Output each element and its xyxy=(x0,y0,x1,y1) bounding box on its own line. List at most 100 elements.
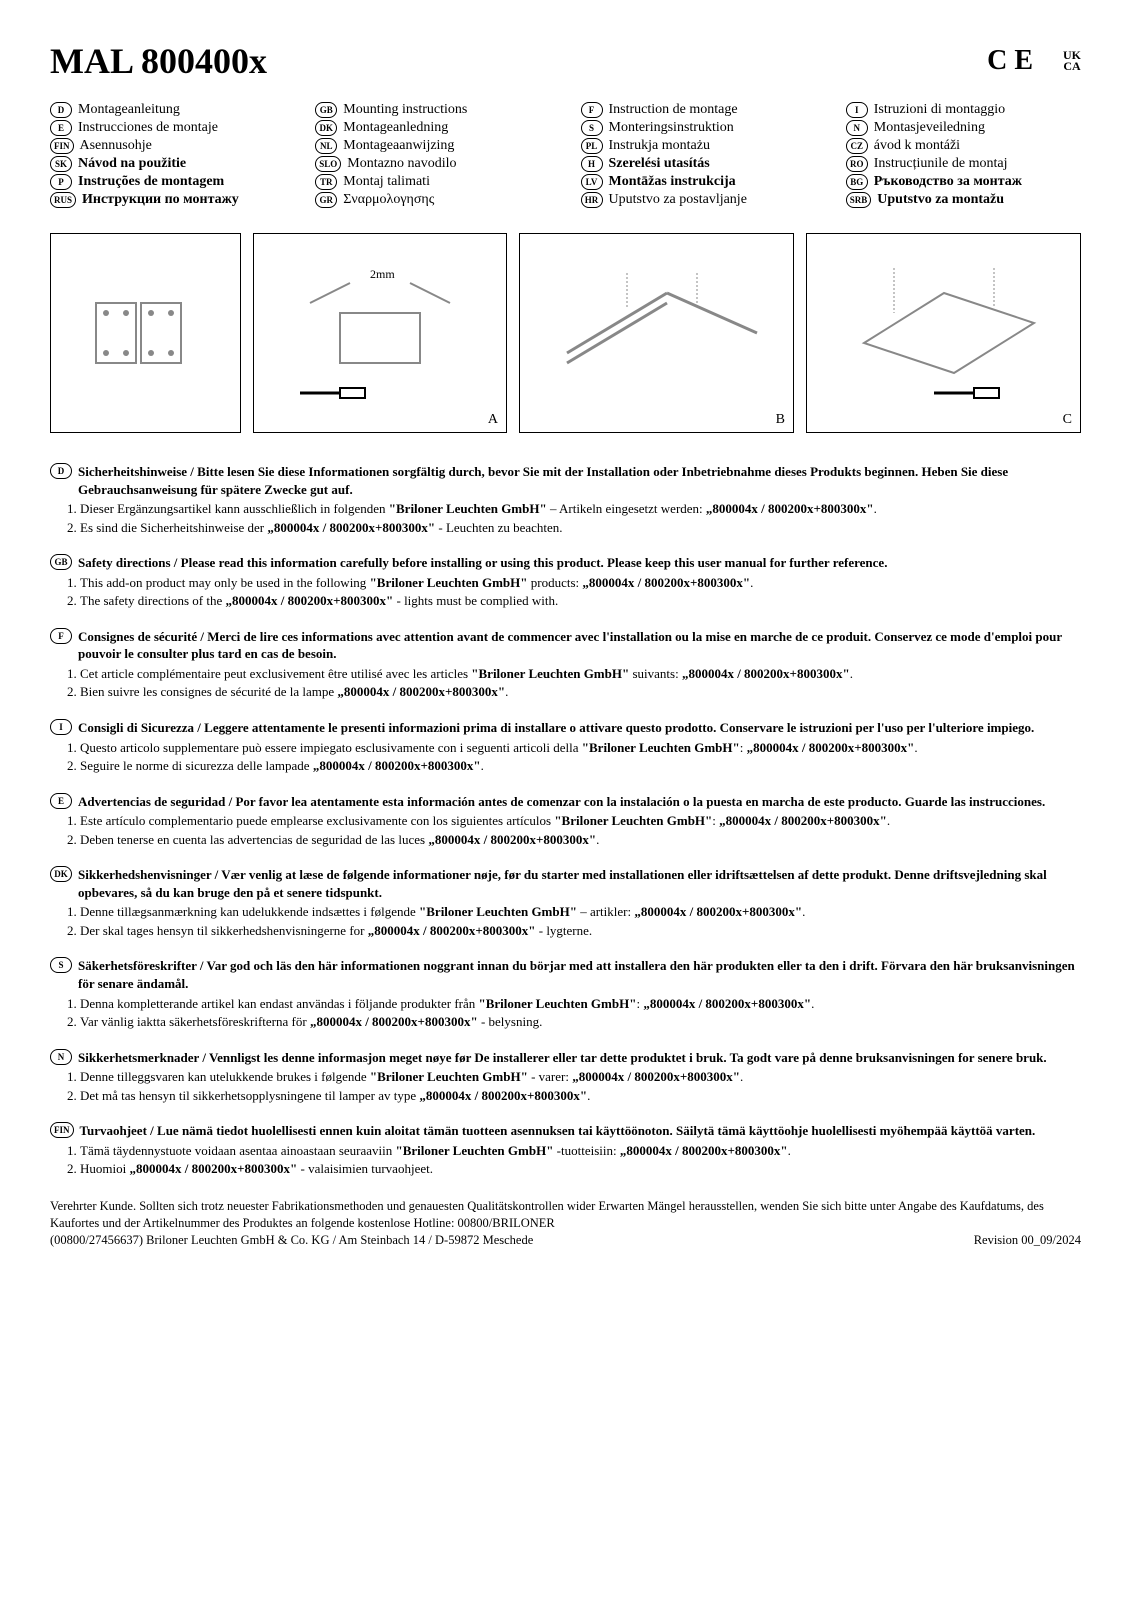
safety-heading: Safety directions / Please read this inf… xyxy=(78,555,887,570)
hinge-icon xyxy=(86,273,206,393)
lang-code-badge: GB xyxy=(315,102,337,118)
lang-label: Instrucțiunile de montaj xyxy=(874,156,1008,172)
ce-mark: C E xyxy=(987,45,1033,77)
language-item: DK Montageanledning xyxy=(315,120,550,136)
lang-code-badge: SRB xyxy=(846,192,872,208)
lang-code-badge: I xyxy=(846,102,868,118)
lang-code-badge: TR xyxy=(315,174,337,190)
safety-section: GBSafety directions / Please read this i… xyxy=(50,554,1081,610)
language-item: NLMontageaanwijzing xyxy=(315,138,550,154)
lang-label: Instruções de montagem xyxy=(78,174,224,190)
rail-icon xyxy=(547,253,767,413)
language-item: I Istruzioni di montaggio xyxy=(846,102,1081,118)
safety-heading: Sikkerhetsmerknader / Vennligst les denn… xyxy=(78,1050,1047,1065)
safety-item: Var vänlig iaktta säkerhetsföreskriftern… xyxy=(80,1013,1081,1031)
language-list: DMontageanleitung GB Mounting instructions… xyxy=(50,102,1081,208)
language-item: NMontasjeveiledning xyxy=(846,120,1081,136)
lang-code-badge: FIN xyxy=(50,1122,74,1138)
lang-code-badge: E xyxy=(50,120,72,136)
diagram-label-a: A xyxy=(488,412,498,428)
lang-label: Návod na použitie xyxy=(78,156,186,172)
safety-list: Dieser Ergänzungsartikel kann ausschließ… xyxy=(80,500,1081,536)
safety-item: The safety directions of the „800004x / … xyxy=(80,592,1081,610)
lang-code-badge: LV xyxy=(581,174,603,190)
language-item: FInstruction de montage xyxy=(581,102,816,118)
safety-list: Este artículo complementario puede emple… xyxy=(80,812,1081,848)
svg-text:2mm: 2mm xyxy=(370,267,395,281)
safety-item: Seguire le norme di sicurezza delle lamp… xyxy=(80,757,1081,775)
safety-list: Tämä täydennystuote voidaan asentaa aino… xyxy=(80,1142,1081,1178)
language-item: CZávod k montáži xyxy=(846,138,1081,154)
lang-code-badge: D xyxy=(50,463,72,479)
diagram-c: B xyxy=(519,233,794,433)
safety-list: This add-on product may only be used in … xyxy=(80,574,1081,610)
footer-text-2: (00800/27456637) Briloner Leuchten GmbH … xyxy=(50,1232,533,1249)
safety-list: Denne tillægsanmærkning kan udelukkende … xyxy=(80,903,1081,939)
lang-code-badge: SK xyxy=(50,156,72,172)
safety-item: Denne tilleggsvaren kan utelukkende bruk… xyxy=(80,1068,1081,1086)
safety-item: Deben tenerse en cuenta las advertencias… xyxy=(80,831,1081,849)
lang-code-badge: DK xyxy=(50,866,72,882)
diagram-label-b: B xyxy=(776,412,785,428)
safety-item: Huomioi „800004x / 800200x+800300x" - va… xyxy=(80,1160,1081,1178)
lang-code-badge: SLO xyxy=(315,156,341,172)
lang-code-badge: E xyxy=(50,793,72,809)
safety-section: DSicherheitshinweise / Bitte lesen Sie d… xyxy=(50,463,1081,536)
language-item: SK Návod na použitie xyxy=(50,156,285,172)
lang-label: Ръководство за монтаж xyxy=(874,174,1022,190)
lang-code-badge: S xyxy=(581,120,603,136)
safety-list: Denna kompletterande artikel kan endast … xyxy=(80,995,1081,1031)
lang-code-badge: N xyxy=(50,1049,72,1065)
lang-label: Instrukja montażu xyxy=(609,138,710,154)
lang-code-badge: BG xyxy=(846,174,868,190)
safety-section: SSäkerhetsföreskrifter / Var god och läs… xyxy=(50,957,1081,1030)
ukca-mark: UK CA xyxy=(1063,50,1081,72)
diagram-row: 2mm A B C xyxy=(50,233,1081,433)
safety-item: Es sind die Sicherheitshinweise der „800… xyxy=(80,519,1081,537)
lang-label: Mounting instructions xyxy=(343,102,467,118)
lang-code-badge: RO xyxy=(846,156,868,172)
language-item: RUSИнструкции по монтажу xyxy=(50,192,285,208)
language-item: DMontageanleitung xyxy=(50,102,285,118)
language-item: SMonteringsinstruktion xyxy=(581,120,816,136)
language-item: HSzerelési utasítás xyxy=(581,156,816,172)
lang-label: Montageanledning xyxy=(343,120,448,136)
certification-marks: C E UK CA xyxy=(987,45,1081,77)
lang-label: Asennusohje xyxy=(80,138,152,154)
safety-section: E Advertencias de seguridad / Por favor l… xyxy=(50,793,1081,849)
language-item: TRMontaj talimati xyxy=(315,174,550,190)
header: MAL 800400x C E UK CA xyxy=(50,40,1081,82)
language-item: SLO Montazno navodilo xyxy=(315,156,550,172)
lang-code-badge: S xyxy=(50,957,72,973)
safety-sections: DSicherheitshinweise / Bitte lesen Sie d… xyxy=(50,463,1081,1178)
diagram-label-c: C xyxy=(1063,412,1072,428)
footer: Verehrter Kunde. Sollten sich trotz neue… xyxy=(50,1198,1081,1249)
language-item: GB Mounting instructions xyxy=(315,102,550,118)
lang-label: Montageanleitung xyxy=(78,102,180,118)
safety-section: FConsignes de sécurité / Merci de lire c… xyxy=(50,628,1081,701)
safety-section: IConsigli di Sicurezza / Leggere attenta… xyxy=(50,719,1081,775)
language-item: EInstrucciones de montaje xyxy=(50,120,285,136)
lang-code-badge: FIN xyxy=(50,138,74,154)
lang-label: Montageaanwijzing xyxy=(343,138,454,154)
lang-code-badge: N xyxy=(846,120,868,136)
safety-item: Este artículo complementario puede emple… xyxy=(80,812,1081,830)
diagram-b: 2mm A xyxy=(253,233,507,433)
safety-heading: Turvaohjeet / Lue nämä tiedot huolellise… xyxy=(80,1123,1036,1138)
safety-item: This add-on product may only be used in … xyxy=(80,574,1081,592)
footer-revision: Revision 00_09/2024 xyxy=(974,1232,1081,1249)
diagram-a xyxy=(50,233,241,433)
lang-label: Istruzioni di montaggio xyxy=(874,102,1005,118)
safety-item: Denne tillægsanmærkning kan udelukkende … xyxy=(80,903,1081,921)
lang-label: Szerelési utasítás xyxy=(609,156,710,172)
lang-code-badge: DK xyxy=(315,120,337,136)
lang-label: Montazno navodilo xyxy=(347,156,456,172)
safety-section: N Sikkerhetsmerknader / Vennligst les den… xyxy=(50,1049,1081,1105)
frame-icon xyxy=(834,253,1054,413)
language-item: BG Ръководство за монтаж xyxy=(846,174,1081,190)
language-item: PInstruções de montagem xyxy=(50,174,285,190)
lang-label: ávod k montáži xyxy=(874,138,960,154)
language-item: FIN Asennusohje xyxy=(50,138,285,154)
language-item: PLInstrukja montażu xyxy=(581,138,816,154)
safety-heading: Advertencias de seguridad / Por favor le… xyxy=(78,794,1045,809)
